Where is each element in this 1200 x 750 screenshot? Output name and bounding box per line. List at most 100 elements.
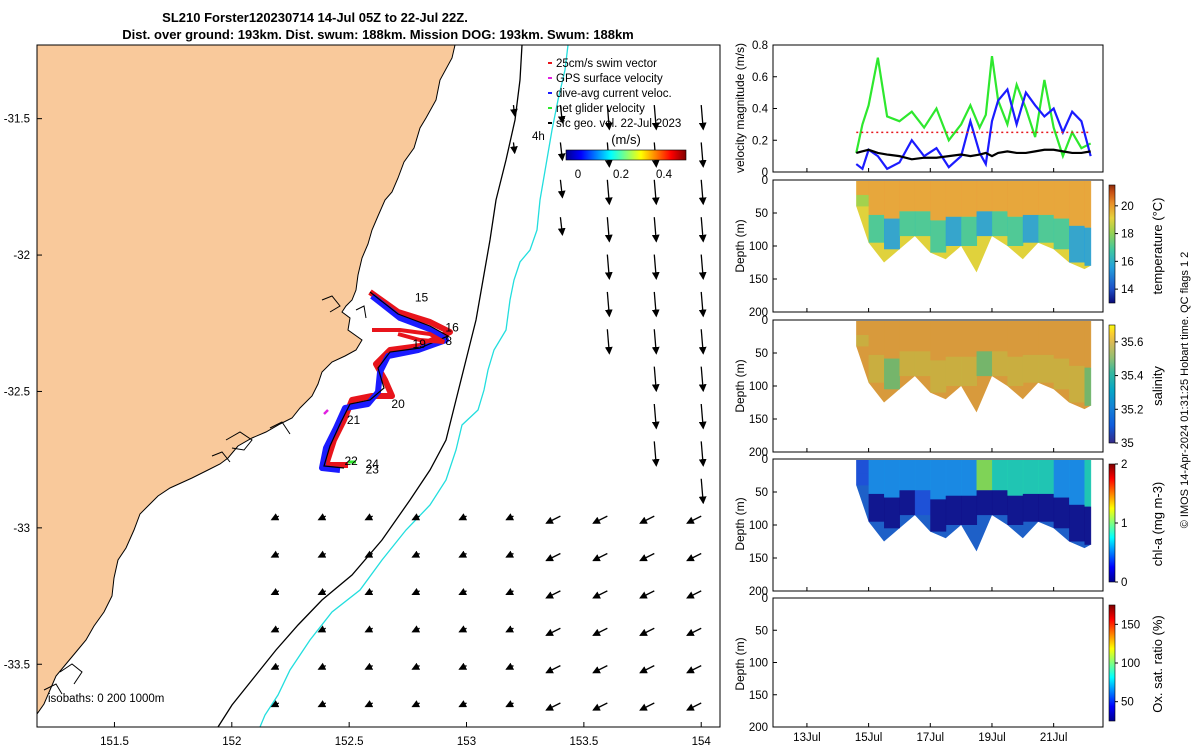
velocity-arrow <box>505 625 515 633</box>
panel-ytick-label: 50 <box>755 208 768 220</box>
map-xtick-label: 154 <box>692 736 712 748</box>
velocity-arrow <box>592 515 608 524</box>
section-cell <box>1084 367 1092 406</box>
map-xtick-label: 153.5 <box>569 736 598 748</box>
title-line1: SL210 Forster120230714 14-Jul 05Z to 22-… <box>162 10 468 25</box>
panel-xtick-label: 19Jul <box>978 732 1006 744</box>
map-axes: 151.5 152 152.5 153 153.5 154 -31.5 -32 -32.5 -33… <box>4 114 712 748</box>
day-label: 22 <box>344 454 358 468</box>
panel-ytick-label: 150 <box>749 414 768 426</box>
section-cell <box>961 181 978 217</box>
section-cell <box>1007 321 1024 357</box>
panel-ytick-label: 200 <box>749 586 768 598</box>
section-cell <box>976 490 993 516</box>
velocity-arrow <box>364 587 374 595</box>
section-cell <box>930 499 947 532</box>
section-cell <box>868 321 885 355</box>
legend-sfc: sfc geo. vel. 22-Jul-2023 <box>556 118 681 130</box>
day-label: 19 <box>413 337 427 351</box>
section-cell <box>1022 181 1039 215</box>
cbar-tick-label: 50 <box>1121 697 1134 709</box>
cbar-tick-label: 16 <box>1121 256 1134 268</box>
panel-xtick-label: 17Jul <box>917 732 945 744</box>
panel-ytick-label: 0 <box>762 167 768 179</box>
section-strips <box>856 321 1092 406</box>
section-cell <box>945 181 962 217</box>
section-cell <box>914 460 931 491</box>
section-cell <box>1007 460 1024 496</box>
section-cell <box>1084 460 1092 507</box>
track-current <box>319 293 449 473</box>
section-cell <box>884 218 900 250</box>
velocity-arrow <box>698 179 707 206</box>
velocity-arrow <box>639 702 655 711</box>
section-cell <box>884 181 900 219</box>
section-cell <box>930 321 947 361</box>
title-line2: Dist. over ground: 193km. Dist. swum: 18… <box>122 27 634 42</box>
map-ytick-label: -33.5 <box>4 659 30 671</box>
velocity-arrow <box>411 587 421 595</box>
section-cell <box>930 460 947 500</box>
section-cell <box>899 490 916 516</box>
velocity-arrow <box>651 441 660 467</box>
section-cell <box>914 490 931 516</box>
panel-ytick-label: 0.8 <box>752 40 768 52</box>
velocity-arrow <box>270 625 280 633</box>
panel-ytick-label: 100 <box>749 658 768 670</box>
velocity-arrow <box>270 700 280 708</box>
velocity-arrow <box>557 104 566 124</box>
track-swim-vectors <box>323 289 453 468</box>
oxygen-ylabel: Depth (m) <box>733 637 747 690</box>
section-cell <box>856 194 870 207</box>
velocity-series <box>855 55 1092 160</box>
cbar-tick-label: 1 <box>1121 518 1127 530</box>
panel-ytick-label: 50 <box>755 348 768 360</box>
section-cell <box>856 334 870 347</box>
velocity-plot <box>855 55 1092 171</box>
map-ytick-label: -32.5 <box>4 386 30 398</box>
map-xtick-label: 151.5 <box>100 736 129 748</box>
section-cell <box>1038 181 1055 215</box>
chla-panel: chl-a (mg m-3) Depth (m) <box>733 458 1165 592</box>
section-cell <box>1084 181 1092 228</box>
section-cell <box>961 216 978 246</box>
section-cell <box>914 351 931 377</box>
panel-ytick-label: 0 <box>762 454 768 466</box>
velocity-arrow <box>557 217 566 237</box>
panel-ytick-label: 200 <box>749 307 768 319</box>
velocity-arrow <box>698 366 707 393</box>
section-cell <box>1038 321 1055 355</box>
section-cell <box>1038 460 1055 494</box>
panel-ytick-label: 150 <box>749 553 768 565</box>
cbar-tick-label: 150 <box>1121 619 1140 631</box>
cbar-tick-label: 35.2 <box>1121 404 1143 416</box>
velocity-panel: velocity magnitude (m/s) <box>733 43 1104 173</box>
colorbar-tick: 0.4 <box>656 169 673 181</box>
velocity-arrow <box>686 702 702 711</box>
section-cell <box>1007 495 1024 525</box>
isobath-1000 <box>259 45 569 727</box>
section-cell <box>961 356 978 386</box>
panel-ytick-label: 0 <box>762 175 768 187</box>
section-cell <box>884 460 900 498</box>
panel-ytick-label: 100 <box>749 520 768 532</box>
section-cell <box>930 220 947 253</box>
panel-ytick-label: 150 <box>749 690 768 702</box>
legend-current: dive-avg current veloc. <box>556 88 672 100</box>
oxygen-colorbar <box>1108 604 1116 722</box>
day-label: 23 <box>366 462 380 476</box>
panel-ytick-label: 100 <box>749 381 768 393</box>
section-cell <box>991 460 1008 491</box>
colorbar-gradient <box>565 149 687 161</box>
velocity-arrow <box>592 627 608 636</box>
section-cell <box>961 321 978 357</box>
panel-ytick-label: 200 <box>749 722 768 734</box>
velocity-arrow <box>458 625 468 633</box>
panel-ytick-label: 50 <box>755 487 768 499</box>
velocity-arrow <box>458 550 468 558</box>
day-label: 24 <box>366 457 380 471</box>
salinity-panel: salinity Depth (m) <box>733 319 1165 453</box>
velocity-arrow <box>592 590 608 599</box>
section-cell <box>884 497 900 529</box>
